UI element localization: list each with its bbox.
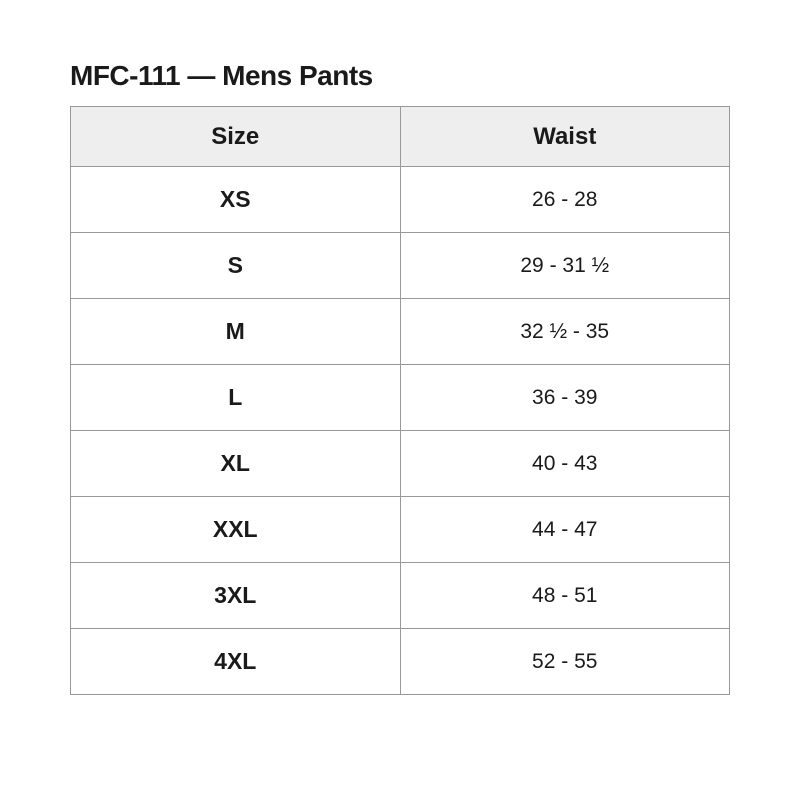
waist-cell: 40 - 43 [400, 431, 730, 497]
waist-cell: 32 ½ - 35 [400, 299, 730, 365]
waist-cell: 48 - 51 [400, 563, 730, 629]
size-cell: XXL [71, 497, 401, 563]
waist-cell: 36 - 39 [400, 365, 730, 431]
size-cell: S [71, 233, 401, 299]
table-header-row: Size Waist [71, 107, 730, 167]
waist-cell: 26 - 28 [400, 167, 730, 233]
size-chart-table: Size Waist XS 26 - 28 S 29 - 31 ½ M 32 ½… [70, 106, 730, 695]
column-header-waist: Waist [400, 107, 730, 167]
table-row: 3XL 48 - 51 [71, 563, 730, 629]
size-cell: M [71, 299, 401, 365]
table-row: XS 26 - 28 [71, 167, 730, 233]
table-row: 4XL 52 - 55 [71, 629, 730, 695]
size-cell: 3XL [71, 563, 401, 629]
size-cell: 4XL [71, 629, 401, 695]
chart-title: MFC-111 — Mens Pants [70, 60, 730, 92]
table-row: M 32 ½ - 35 [71, 299, 730, 365]
table-row: L 36 - 39 [71, 365, 730, 431]
table-row: XL 40 - 43 [71, 431, 730, 497]
column-header-size: Size [71, 107, 401, 167]
size-cell: XS [71, 167, 401, 233]
waist-cell: 29 - 31 ½ [400, 233, 730, 299]
waist-cell: 44 - 47 [400, 497, 730, 563]
size-chart-container: MFC-111 — Mens Pants Size Waist XS 26 - … [0, 0, 800, 695]
table-body: XS 26 - 28 S 29 - 31 ½ M 32 ½ - 35 L 36 … [71, 167, 730, 695]
table-row: S 29 - 31 ½ [71, 233, 730, 299]
size-cell: L [71, 365, 401, 431]
table-row: XXL 44 - 47 [71, 497, 730, 563]
size-cell: XL [71, 431, 401, 497]
waist-cell: 52 - 55 [400, 629, 730, 695]
